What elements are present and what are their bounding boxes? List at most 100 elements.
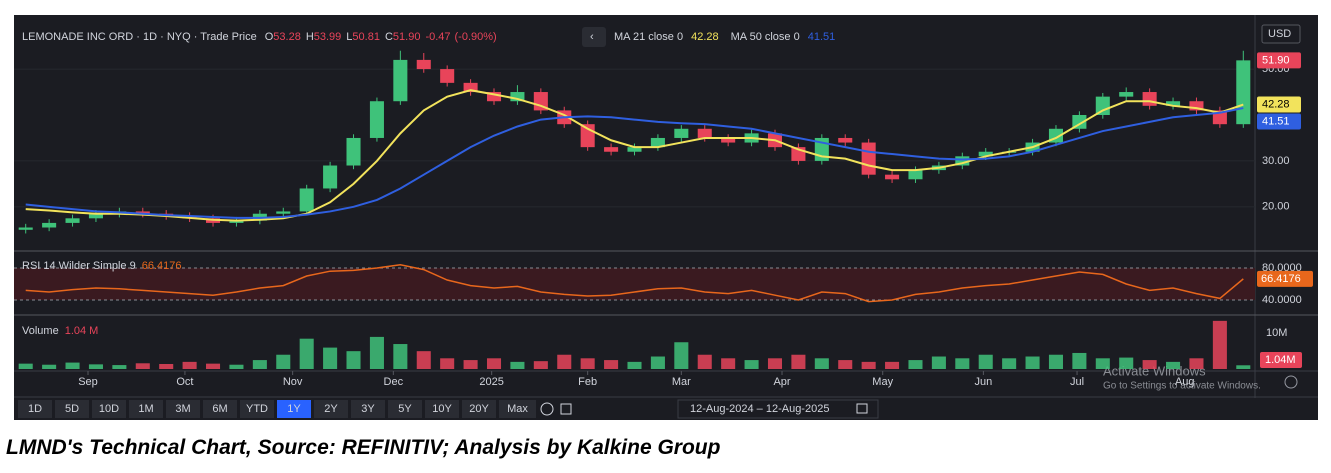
range-button[interactable] bbox=[425, 400, 459, 418]
volume-bar bbox=[978, 354, 993, 369]
candle-body bbox=[604, 147, 619, 152]
candle-body bbox=[42, 222, 57, 228]
range-button[interactable] bbox=[203, 400, 237, 418]
candle-body bbox=[393, 59, 408, 102]
volume-bar bbox=[533, 361, 548, 369]
date-range-box[interactable] bbox=[677, 399, 879, 419]
rsi-value: 66.4176 bbox=[142, 260, 182, 272]
range-label[interactable]: 6M bbox=[212, 403, 227, 415]
candle-body bbox=[1095, 96, 1110, 115]
x-tick-label: 2025 bbox=[479, 376, 503, 388]
range-button[interactable] bbox=[314, 400, 348, 418]
range-button[interactable] bbox=[462, 400, 496, 418]
settings-icon[interactable] bbox=[1284, 375, 1298, 389]
volume-bar bbox=[159, 364, 174, 369]
candle-body bbox=[18, 227, 33, 230]
collapse-button[interactable] bbox=[582, 27, 606, 47]
rsi-line bbox=[25, 264, 1244, 303]
range-label[interactable]: 10D bbox=[99, 403, 119, 415]
ohlc-value: 51.90 bbox=[393, 31, 421, 43]
candle-body bbox=[276, 211, 291, 214]
currency[interactable]: USD bbox=[1268, 28, 1291, 40]
currency-box[interactable] bbox=[1261, 24, 1301, 44]
toolbar-icon[interactable] bbox=[560, 403, 572, 415]
range-button[interactable] bbox=[92, 400, 126, 418]
range-label[interactable]: 1M bbox=[138, 403, 153, 415]
volume-bar bbox=[627, 361, 642, 369]
candle-body bbox=[861, 142, 876, 175]
candle-body bbox=[1236, 60, 1251, 125]
range-label[interactable]: 3Y bbox=[361, 403, 375, 415]
x-tick-label: Jun bbox=[975, 376, 993, 388]
overlay-value: 41.51 bbox=[808, 31, 836, 43]
volume-bar bbox=[767, 358, 783, 369]
range-button[interactable] bbox=[277, 400, 311, 418]
ohlc-key: H bbox=[306, 31, 314, 43]
volume-bar bbox=[416, 351, 431, 369]
date-range[interactable]: 12-Aug-2024 – 12-Aug-2025 bbox=[690, 403, 829, 415]
candle-body bbox=[299, 188, 314, 212]
range-label[interactable]: 5D bbox=[65, 403, 79, 415]
x-tick-label: Oct bbox=[176, 376, 193, 388]
volume-bar bbox=[510, 361, 525, 369]
volume-bar bbox=[721, 358, 736, 369]
volume-bar bbox=[885, 361, 900, 369]
candle-body bbox=[346, 137, 361, 166]
overlay-value: 42.28 bbox=[691, 31, 719, 43]
candle-body bbox=[885, 174, 900, 180]
x-tick-label: Feb bbox=[578, 376, 597, 388]
range-button[interactable] bbox=[499, 400, 536, 418]
volume-bar bbox=[393, 344, 408, 369]
volume-bar bbox=[18, 363, 33, 369]
ohlc-value: 53.28 bbox=[273, 31, 301, 43]
candle-body bbox=[229, 220, 244, 223]
range-label[interactable]: 1D bbox=[28, 403, 42, 415]
candle-body bbox=[674, 128, 689, 138]
volume-bar bbox=[1189, 358, 1204, 369]
candle-body bbox=[627, 147, 642, 152]
range-button[interactable] bbox=[129, 400, 163, 418]
ohlc-key: O bbox=[265, 31, 274, 43]
x-tick-label: May bbox=[872, 376, 893, 388]
rsi-band bbox=[14, 268, 1255, 300]
candle-body bbox=[486, 92, 502, 102]
volume-bar bbox=[1002, 358, 1017, 369]
candle-body bbox=[838, 137, 853, 143]
ohlc-value: 50.81 bbox=[352, 31, 380, 43]
range-label[interactable]: 1Y bbox=[287, 403, 301, 415]
candle-body bbox=[65, 218, 80, 223]
range-label[interactable]: YTD bbox=[246, 403, 268, 415]
overlay-badge: 41.51 bbox=[1262, 115, 1290, 127]
volume-bar bbox=[323, 347, 338, 369]
watermark-text: Go to Settings to activate Windows. bbox=[1103, 381, 1261, 392]
range-label[interactable]: 5Y bbox=[398, 403, 412, 415]
range-button[interactable] bbox=[351, 400, 385, 418]
x-tick-label: Dec bbox=[384, 376, 404, 388]
range-label[interactable]: Max bbox=[507, 403, 528, 415]
volume-bar bbox=[1166, 361, 1181, 369]
toolbar-icon[interactable] bbox=[540, 402, 554, 416]
range-button[interactable] bbox=[18, 400, 52, 418]
range-label[interactable]: 10Y bbox=[432, 403, 452, 415]
calendar-icon[interactable] bbox=[856, 403, 868, 414]
x-tick-label: Nov bbox=[283, 376, 303, 388]
volume-bar bbox=[463, 360, 478, 369]
range-button[interactable] bbox=[166, 400, 200, 418]
volume-bar bbox=[1236, 365, 1251, 369]
range-label[interactable]: 20Y bbox=[469, 403, 489, 415]
candle-body bbox=[1166, 101, 1181, 106]
volume-bar bbox=[1142, 360, 1157, 369]
range-button[interactable] bbox=[240, 400, 274, 418]
candle-body bbox=[323, 165, 338, 189]
collapse-icon[interactable]: ‹ bbox=[590, 31, 594, 43]
overlay-badge: 42.28 bbox=[1262, 98, 1290, 110]
candle-body bbox=[697, 128, 712, 138]
range-label[interactable]: 2Y bbox=[324, 403, 338, 415]
rsi-badge: 66.4176 bbox=[1261, 273, 1301, 285]
range-button[interactable] bbox=[55, 400, 89, 418]
volume-bar bbox=[674, 342, 689, 369]
range-label[interactable]: 3M bbox=[175, 403, 190, 415]
candle-body bbox=[463, 82, 478, 93]
last-price-badge-bg bbox=[1257, 52, 1301, 69]
range-button[interactable] bbox=[388, 400, 422, 418]
